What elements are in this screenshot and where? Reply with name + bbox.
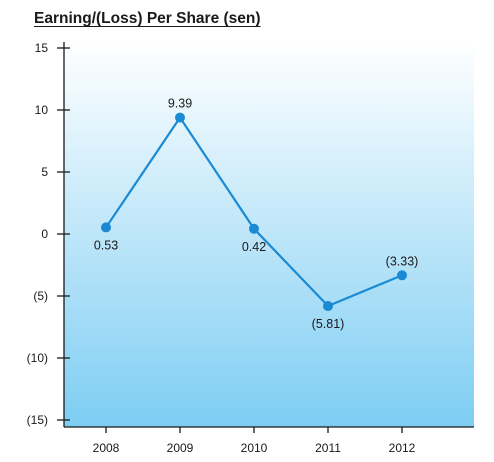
data-label: (5.81) (312, 317, 345, 331)
data-point (175, 112, 185, 123)
data-point (323, 301, 333, 312)
data-labels: 0.53 9.39 0.42 (5.81) (3.33) (94, 97, 419, 331)
data-label: 0.42 (242, 240, 266, 254)
chart-title: Earning/(Loss) Per Share (sen) (34, 10, 261, 27)
x-tick-label: 2011 (315, 441, 341, 455)
data-point (249, 223, 259, 234)
x-axis-ticks: 2008 2009 2010 2011 2012 (93, 427, 416, 455)
data-label: (3.33) (386, 254, 419, 268)
y-axis-ticks: 15 10 5 0 (5) (10) (15) (27, 41, 70, 427)
y-tick-label: 5 (41, 165, 48, 179)
series-eps (101, 112, 407, 312)
y-tick-label: (15) (27, 413, 48, 427)
x-tick-label: 2012 (389, 441, 416, 455)
x-tick-label: 2008 (93, 441, 120, 455)
data-label: 9.39 (168, 97, 192, 111)
y-tick-label: (10) (27, 351, 48, 365)
x-tick-label: 2009 (167, 441, 194, 455)
x-tick-label: 2010 (241, 441, 268, 455)
data-point (397, 270, 407, 281)
plot-background (64, 42, 474, 427)
y-tick-label: 10 (35, 103, 49, 117)
data-label: 0.53 (94, 238, 118, 252)
y-tick-label: 0 (41, 227, 48, 241)
y-tick-label: 15 (35, 41, 49, 55)
data-point (101, 222, 111, 233)
y-tick-label: (5) (33, 289, 48, 303)
